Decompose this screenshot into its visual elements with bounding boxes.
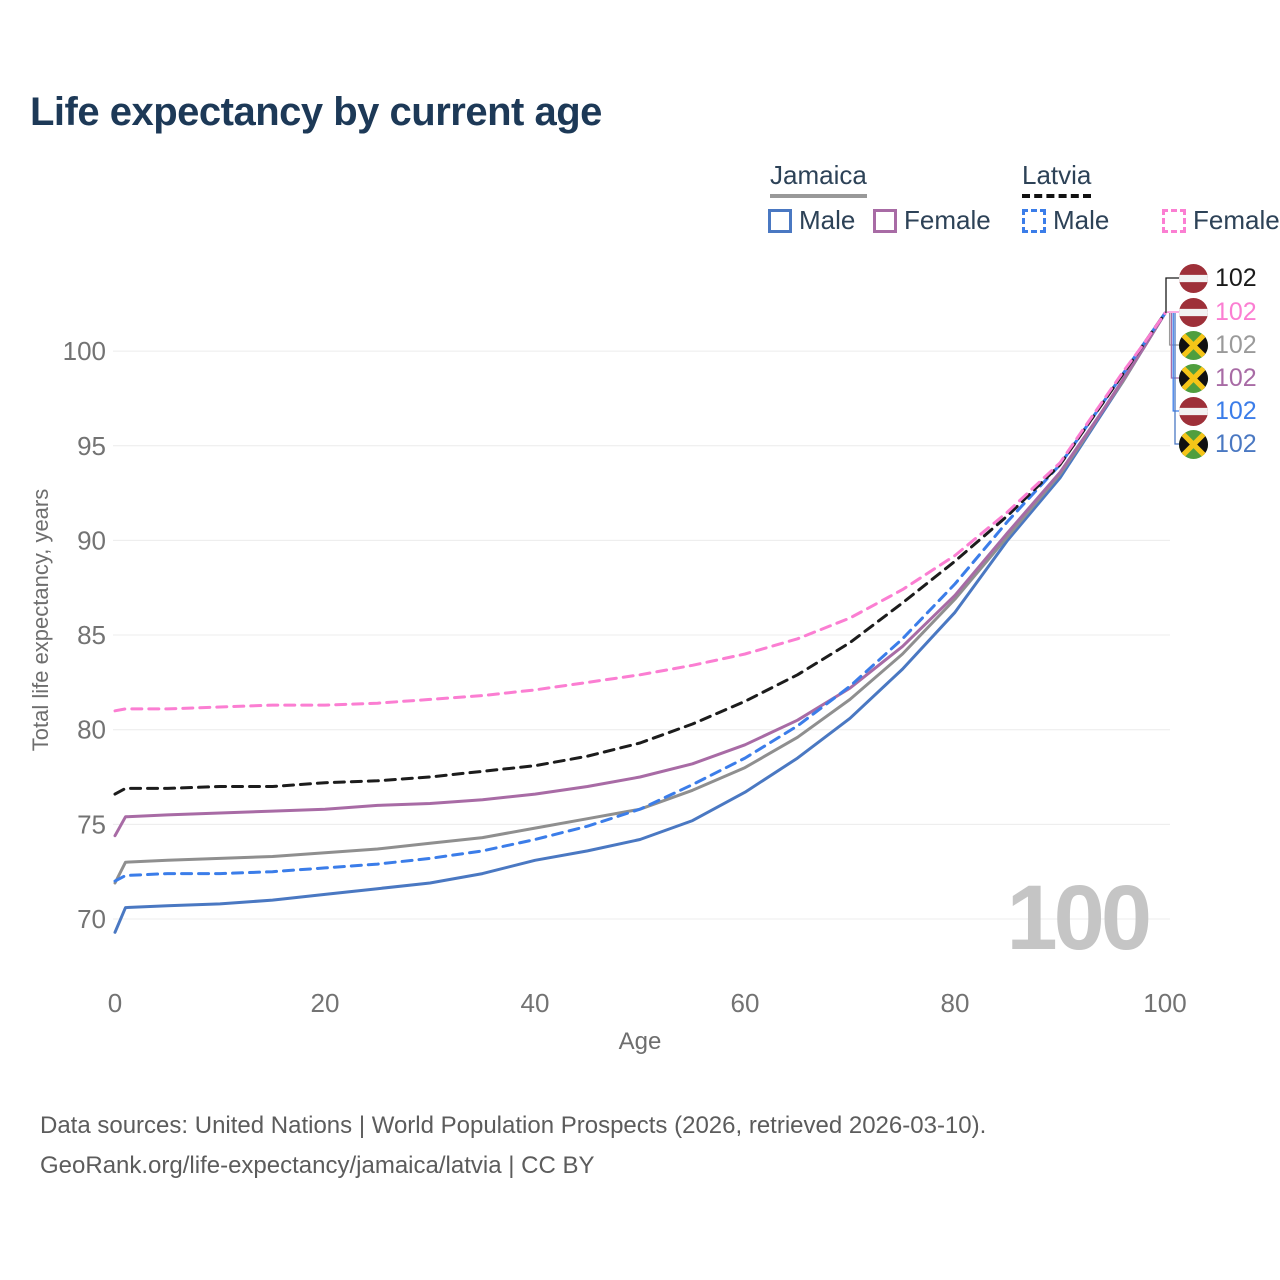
end-label-value: 102 [1215, 330, 1257, 359]
legend-group-latvia: Latvia [1022, 160, 1092, 198]
latvia-flag-icon [1179, 297, 1208, 327]
end-label-jamaica-female: 102 [1179, 363, 1257, 393]
end-label-latvia-female: 102 [1179, 297, 1257, 327]
end-label-jamaica-all: 102 [1179, 330, 1257, 360]
jamaica-flag-icon [1179, 363, 1208, 393]
end-label-value: 102 [1215, 263, 1257, 292]
svg-text:95: 95 [77, 431, 106, 461]
legend-item-label: Female [904, 205, 991, 235]
end-label-value: 102 [1215, 396, 1257, 425]
footer: Data sources: United Nations | World Pop… [40, 1106, 986, 1186]
legend-item-label: Female [1193, 205, 1280, 235]
svg-text:75: 75 [77, 809, 106, 839]
x-axis-title: Age [618, 1028, 662, 1055]
solid-line-swatch-icon [873, 208, 897, 233]
legend-group-jamaica: Jamaica [770, 160, 867, 198]
legend-item-label: Male [799, 205, 856, 235]
svg-text:100: 100 [1143, 988, 1186, 1018]
svg-text:20: 20 [311, 988, 340, 1018]
end-label-value: 102 [1215, 297, 1257, 326]
svg-text:80: 80 [941, 988, 970, 1018]
latvia-flag-icon [1179, 263, 1208, 293]
legend-item-label: Male [1053, 205, 1110, 235]
svg-text:70: 70 [77, 904, 106, 934]
legend-item-jamaica-female: Female [873, 205, 991, 236]
watermark-current-age: 100 [1006, 867, 1153, 969]
end-label-jamaica-male: 102 [1179, 429, 1257, 459]
legend-item-jamaica-male: Male [768, 205, 855, 236]
svg-text:90: 90 [77, 525, 106, 555]
end-label-latvia-male: 102 [1179, 396, 1257, 426]
footer-data-sources: Data sources: United Nations | World Pop… [40, 1112, 987, 1139]
svg-text:100: 100 [63, 336, 106, 366]
footer-attribution: GeoRank.org/life-expectancy/jamaica/latv… [40, 1152, 595, 1179]
latvia-flag-icon [1179, 396, 1208, 426]
svg-text:85: 85 [77, 620, 106, 650]
dashed-line-swatch-icon [1022, 208, 1046, 233]
dashed-line-swatch-icon [1162, 208, 1186, 233]
solid-line-swatch-icon [768, 208, 792, 233]
jamaica-flag-icon [1179, 429, 1208, 459]
end-label-latvia-all: 102 [1179, 263, 1257, 293]
y-axis-title: Total life expectancy, years [28, 488, 53, 752]
end-label-value: 102 [1215, 429, 1257, 458]
svg-text:40: 40 [521, 988, 550, 1018]
jamaica-flag-icon [1179, 330, 1208, 360]
svg-text:0: 0 [108, 988, 122, 1018]
svg-text:80: 80 [77, 715, 106, 745]
svg-text:60: 60 [731, 988, 760, 1018]
legend-item-latvia-female: Female [1162, 205, 1280, 236]
legend-item-latvia-male: Male [1022, 205, 1109, 236]
page-title: Life expectancy by current age [30, 90, 602, 134]
end-label-value: 102 [1215, 363, 1257, 392]
